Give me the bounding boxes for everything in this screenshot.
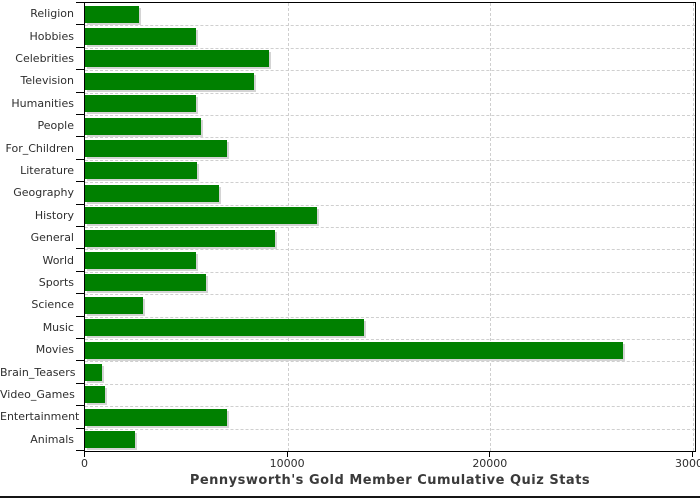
h-gridline [85, 25, 695, 27]
bar-literature [85, 162, 198, 180]
x-tick-label: 10000 [269, 457, 305, 470]
y-tick-mark [76, 46, 84, 48]
h-gridline [85, 204, 695, 206]
category-label-video_games: Video_Games [0, 388, 75, 401]
category-label-brain_teasers: Brain_Teasers [0, 365, 76, 379]
bar-geography [85, 184, 219, 202]
h-gridline [85, 47, 695, 49]
h-gridline [85, 227, 695, 228]
x-tick-label: 30000 [674, 457, 700, 470]
y-tick-mark [76, 158, 84, 160]
y-tick-mark [76, 69, 84, 71]
y-tick-mark [76, 248, 84, 250]
category-label-geography: Geography [13, 186, 74, 200]
category-label-television: Television [20, 74, 75, 88]
h-gridline [85, 383, 695, 385]
h-gridline [85, 271, 695, 273]
h-gridline [85, 249, 695, 251]
h-gridline [85, 70, 695, 72]
plot-area [84, 2, 696, 452]
bar-brain_teasers [85, 363, 103, 381]
h-gridline [85, 428, 695, 430]
chart-title: Pennysworth's Gold Member Cumulative Qui… [189, 473, 591, 488]
category-label-literature: Literature [20, 164, 74, 177]
bar-for_children [85, 139, 228, 157]
bar-movies [85, 341, 624, 359]
bar-animals [85, 431, 136, 449]
y-tick-mark [76, 203, 84, 205]
y-tick-mark [76, 450, 84, 451]
x-tick-mark [84, 452, 85, 457]
category-label-entertainment: Entertainment [0, 410, 80, 424]
category-label-history: History [34, 208, 74, 222]
h-gridline [85, 339, 695, 340]
bar-sports [85, 274, 207, 292]
bar-people [85, 117, 201, 135]
h-gridline [85, 406, 695, 408]
h-gridline [85, 137, 695, 139]
x-tick-label: 0 [81, 457, 88, 470]
category-label-general: General [30, 231, 74, 245]
bar-video_games [85, 386, 106, 404]
category-label-sports: Sports [38, 276, 74, 289]
category-label-world: World [42, 253, 74, 267]
h-gridline [85, 182, 695, 184]
bottom-separator [0, 496, 700, 498]
category-label-people: People [37, 119, 74, 133]
h-gridline [85, 316, 695, 318]
x-tick-mark [286, 452, 288, 457]
bar-general [85, 229, 276, 247]
h-gridline [85, 115, 695, 116]
category-label-celebrities: Celebrities [15, 52, 74, 65]
category-label-religion: Religion [30, 7, 74, 21]
category-label-science: Science [31, 298, 74, 312]
y-tick-mark [76, 360, 84, 362]
y-tick-mark [76, 226, 84, 227]
bar-science [85, 296, 144, 314]
y-tick-mark [76, 338, 84, 339]
bar-music [85, 319, 365, 337]
bar-celebrities [85, 50, 270, 68]
bar-television [85, 72, 255, 90]
y-tick-mark [76, 293, 84, 295]
h-gridline [85, 92, 695, 94]
y-tick-mark [76, 114, 84, 115]
bar-history [85, 207, 317, 225]
y-tick-mark [76, 24, 84, 26]
bar-hobbies [85, 27, 197, 45]
h-gridline [85, 294, 695, 296]
x-tick-mark [691, 452, 693, 457]
category-label-humanities: Humanities [11, 96, 74, 110]
y-tick-mark [76, 405, 84, 407]
category-label-animals: Animals [30, 432, 74, 446]
x-tick-mark [489, 452, 491, 457]
y-tick-mark [76, 270, 84, 272]
y-tick-mark [76, 427, 84, 429]
h-gridline [85, 159, 695, 161]
h-gridline [85, 361, 695, 363]
bar-religion [85, 5, 140, 23]
y-tick-mark [76, 91, 84, 93]
category-label-for_children: For_Children [5, 141, 74, 155]
category-label-hobbies: Hobbies [29, 29, 74, 43]
y-tick-mark [76, 315, 84, 317]
bar-humanities [85, 95, 196, 113]
y-tick-mark [76, 2, 84, 3]
category-label-music: Music [42, 320, 74, 334]
y-tick-mark [76, 136, 84, 138]
bar-entertainment [85, 408, 227, 426]
y-tick-mark [76, 181, 84, 183]
x-tick-label: 20000 [472, 457, 508, 470]
category-label-movies: Movies [35, 343, 74, 357]
bar-world [85, 251, 196, 269]
y-tick-mark [76, 382, 84, 384]
